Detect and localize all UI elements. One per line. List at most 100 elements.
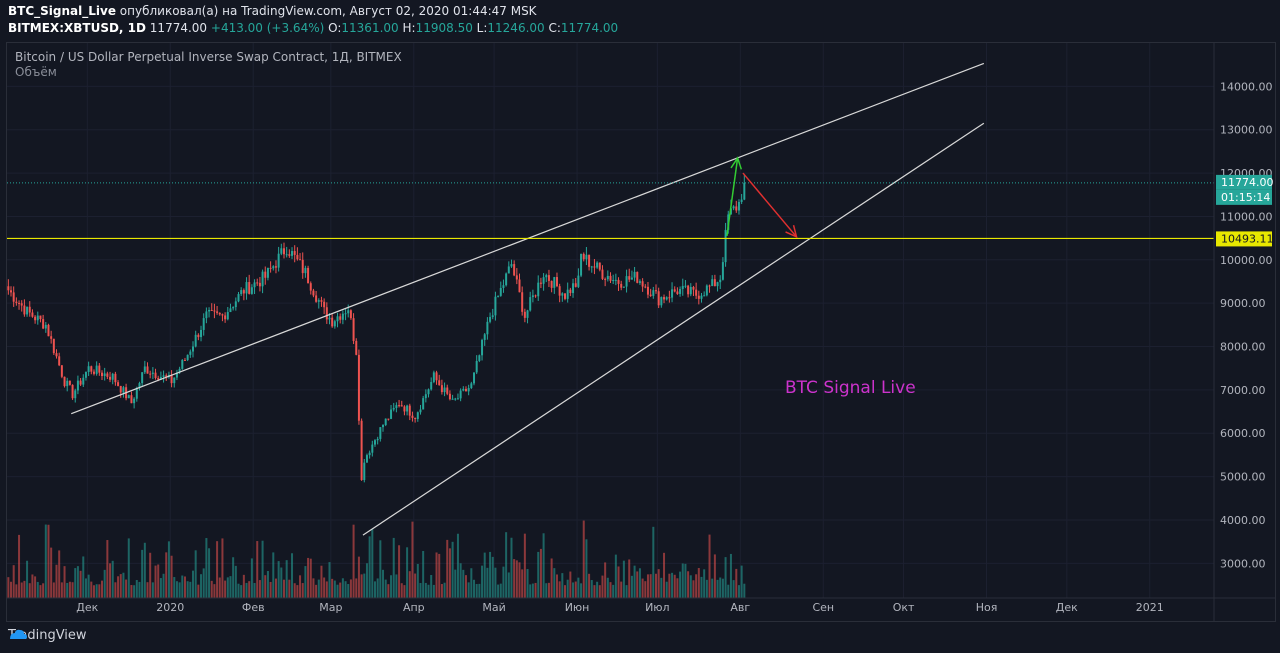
candle-body bbox=[55, 353, 58, 357]
price-chart[interactable]: 3000.00 4000.00 5000.00 6000.00 7000.00 8000.… bbox=[7, 43, 1275, 621]
volume-bar bbox=[406, 547, 409, 598]
candle-body bbox=[644, 286, 647, 288]
high-value: 11908.50 bbox=[415, 21, 473, 35]
price-axis-bg bbox=[1214, 43, 1275, 621]
candle-body bbox=[545, 275, 548, 278]
volume-bar bbox=[111, 560, 114, 598]
volume-bar bbox=[705, 579, 708, 598]
candle-body bbox=[486, 321, 489, 335]
volume-bar bbox=[464, 575, 467, 598]
candle-body bbox=[280, 248, 283, 254]
candle-body bbox=[344, 313, 347, 315]
arrow-line[interactable] bbox=[726, 157, 739, 237]
candle-body bbox=[363, 462, 366, 481]
candle-body bbox=[109, 376, 112, 380]
y-tick-label: 14000.00 bbox=[1220, 80, 1273, 93]
candle-body bbox=[76, 380, 79, 391]
volume-bar bbox=[716, 579, 719, 598]
y-tick-label: 8000.00 bbox=[1220, 341, 1266, 354]
candle-body bbox=[470, 383, 473, 389]
volume-bar bbox=[333, 580, 336, 598]
candle-body bbox=[173, 377, 176, 384]
volume-bar bbox=[403, 585, 406, 598]
volume-bar bbox=[598, 585, 601, 598]
candle-body bbox=[665, 297, 668, 300]
volume-bar bbox=[79, 570, 82, 598]
volume-bar bbox=[71, 582, 74, 598]
candle-body bbox=[676, 291, 679, 294]
candle-body bbox=[534, 295, 537, 297]
candle-body bbox=[606, 275, 609, 280]
current-price-tag: 11774.00 bbox=[1221, 176, 1274, 189]
volume-bar bbox=[411, 521, 414, 598]
candle-body bbox=[355, 340, 358, 355]
volume-bar bbox=[438, 553, 441, 598]
volume-bar bbox=[349, 579, 352, 598]
candle-body bbox=[58, 356, 61, 366]
candle-body bbox=[143, 366, 146, 373]
candle-body bbox=[430, 382, 433, 390]
candle-body bbox=[652, 290, 655, 296]
candle-body bbox=[697, 295, 700, 299]
candle-body bbox=[515, 275, 518, 280]
tradingview-logo[interactable]: TradingView bbox=[8, 628, 87, 643]
candle-body bbox=[282, 248, 285, 255]
volume-bar bbox=[312, 578, 315, 598]
last-price: 11774.00 bbox=[149, 21, 208, 35]
time-axis[interactable]: Дек 2020 Фев Мар Апр Май Июн Июл Авг Сен Окт Ноя Дек… bbox=[7, 597, 1275, 614]
price-axis[interactable]: 3000.00 4000.00 5000.00 6000.00 7000.00 8000.… bbox=[1213, 43, 1275, 621]
drawings[interactable] bbox=[7, 62, 1214, 536]
chart-frame[interactable]: 3000.00 4000.00 5000.00 6000.00 7000.00 8000.… bbox=[6, 42, 1276, 622]
volume-bar bbox=[387, 584, 390, 598]
volume-bar bbox=[95, 584, 98, 598]
candle-body bbox=[695, 289, 698, 296]
candle-body bbox=[585, 254, 588, 260]
candle-body bbox=[234, 301, 237, 308]
candle-body bbox=[387, 418, 390, 420]
candle-body bbox=[253, 282, 256, 288]
candle-body bbox=[341, 313, 344, 320]
candle-body bbox=[328, 317, 331, 320]
volume-bar bbox=[630, 575, 633, 598]
candle-body bbox=[216, 311, 219, 313]
volume-bar bbox=[221, 538, 224, 598]
candle-body bbox=[735, 206, 738, 211]
volume-bar bbox=[352, 524, 355, 598]
volume-bar bbox=[60, 582, 63, 598]
level-price-tag-bg bbox=[1216, 231, 1272, 247]
chart-header: BTC_Signal_Live опубликовал(а) на Tradin… bbox=[0, 0, 1280, 40]
trendline[interactable] bbox=[362, 122, 985, 536]
volume-bar bbox=[612, 584, 615, 598]
symbol-label[interactable]: BITMEX:XBTUSD, 1D bbox=[8, 21, 146, 35]
candle-body bbox=[395, 405, 398, 408]
volume-bar bbox=[724, 557, 727, 598]
candle-body bbox=[133, 398, 136, 404]
author-name[interactable]: BTC_Signal_Live bbox=[8, 4, 116, 18]
candle-body bbox=[550, 280, 553, 288]
low-label: L: bbox=[476, 21, 488, 35]
volume-bar bbox=[218, 577, 221, 598]
x-tick-label: Окт bbox=[893, 601, 915, 614]
candle-body bbox=[588, 254, 591, 267]
candle-body bbox=[18, 302, 21, 304]
candle-body bbox=[491, 315, 494, 317]
candle-body bbox=[7, 286, 10, 291]
volume-bar bbox=[301, 583, 304, 598]
volume-bar bbox=[419, 583, 422, 598]
candle-body bbox=[566, 289, 569, 299]
volume-bar bbox=[256, 541, 259, 598]
candle-body bbox=[481, 339, 484, 356]
candle-body bbox=[245, 282, 248, 294]
volume-bar bbox=[553, 568, 556, 598]
volume-bar bbox=[55, 564, 58, 598]
volume-bar bbox=[213, 584, 216, 598]
arrow-line[interactable] bbox=[742, 172, 798, 238]
signal-annotation[interactable]: BTC Signal Live bbox=[785, 378, 916, 398]
volume-bar bbox=[135, 579, 138, 598]
candle-body bbox=[671, 289, 674, 298]
candle-body bbox=[130, 395, 133, 404]
volume-bar bbox=[143, 542, 146, 598]
x-tick-label: Июл bbox=[645, 601, 670, 614]
candle-body bbox=[183, 359, 186, 361]
candle-body bbox=[117, 382, 120, 386]
